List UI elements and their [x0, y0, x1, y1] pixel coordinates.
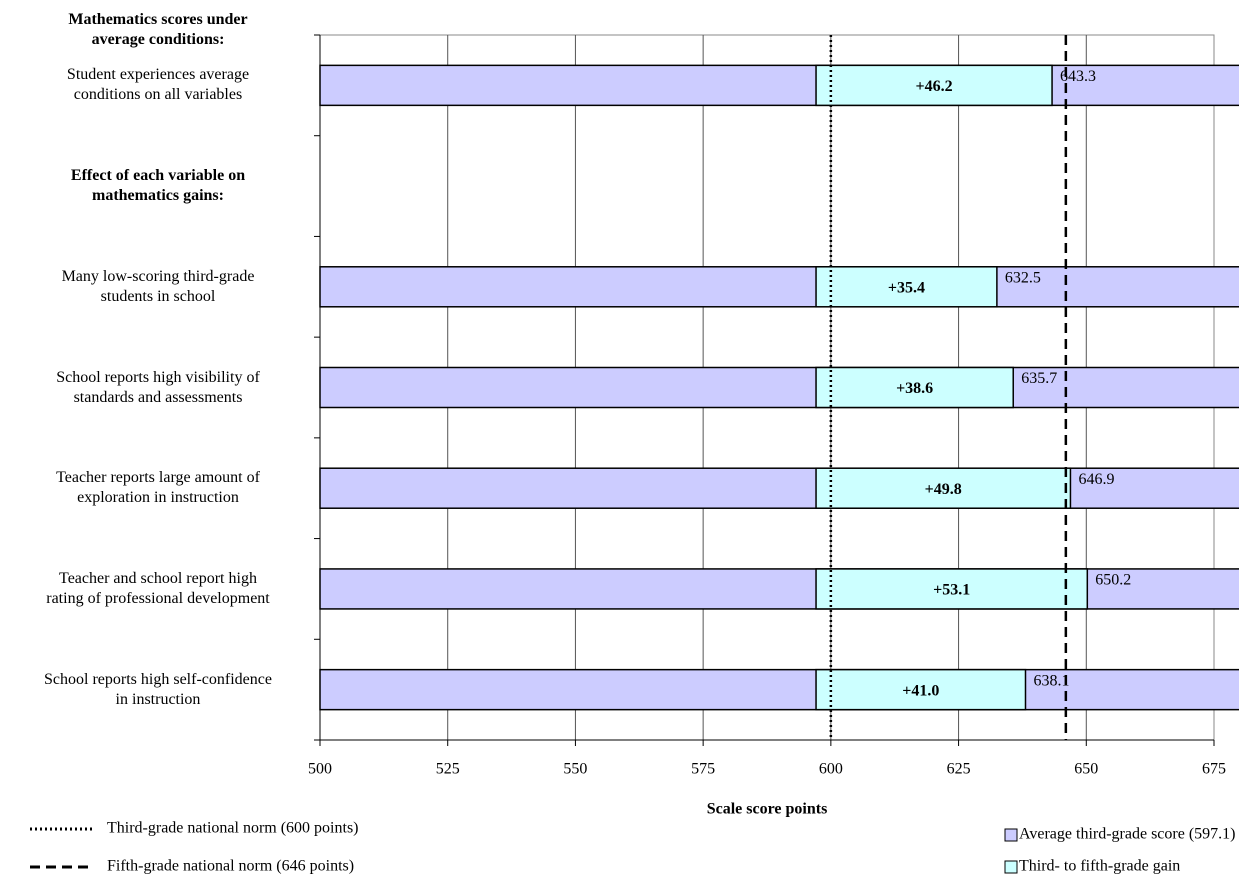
x-tick-label: 550 [563, 761, 587, 778]
bar-label: +38.6 [896, 380, 933, 397]
total-label: 632.5 [1005, 269, 1041, 286]
section-title: Effect of each variable on mathematics g… [70, 167, 246, 205]
y-tick-label: Teacher and school report high rating of… [46, 569, 270, 607]
x-axis-title: Scale score points [707, 801, 828, 818]
y-tick-label: School reports high self-confidence in i… [44, 670, 272, 708]
bar [815, 266, 998, 308]
x-tick-label: 500 [308, 761, 332, 778]
bar [815, 568, 1089, 610]
bar [815, 668, 1027, 711]
x-tick-label: 625 [947, 761, 971, 778]
bar-label: +49.8 [925, 481, 962, 498]
total-label: 646.9 [1078, 471, 1114, 488]
total-label: 638.1 [1033, 672, 1069, 689]
x-tick-label: 600 [819, 761, 843, 778]
legend-label: Fifth-grade national norm (646 points) [107, 858, 354, 875]
bar-label: +53.1 [933, 582, 970, 599]
bar [815, 467, 1072, 509]
y-tick-label: School reports high visibility of standa… [56, 368, 260, 406]
y-tick-label: Many low-scoring third-grade students in… [61, 267, 255, 305]
bar-label: +41.0 [902, 682, 939, 699]
bar [319, 64, 1239, 107]
bar [815, 64, 1053, 107]
bar [319, 668, 1239, 711]
y-tick-label: Student experiences average conditions o… [66, 66, 250, 104]
y-tick-label: Teacher reports large amount of explorat… [56, 469, 260, 507]
legend-label: Third- to fifth-grade gain [1019, 858, 1180, 875]
x-tick-label: 675 [1202, 761, 1226, 778]
total-label: 643.3 [1060, 68, 1096, 85]
bar-label: +46.2 [915, 78, 952, 95]
bar [319, 366, 1239, 409]
legend-label: Third-grade national norm (600 points) [107, 820, 359, 837]
total-label: 650.2 [1095, 572, 1131, 589]
x-tick-label: 650 [1074, 761, 1098, 778]
legend-label: Average third-grade score (597.1) [1019, 826, 1236, 843]
bar [815, 366, 1014, 409]
bar-label: +35.4 [888, 279, 925, 296]
section-title: Mathematics scores under average conditi… [68, 11, 248, 48]
legend-swatch [1004, 860, 1018, 874]
bar [319, 266, 1239, 308]
x-tick-label: 525 [436, 761, 460, 778]
bar [319, 467, 1239, 509]
legend-swatch [1004, 828, 1018, 842]
x-tick-label: 575 [691, 761, 715, 778]
total-label: 635.7 [1021, 370, 1057, 387]
